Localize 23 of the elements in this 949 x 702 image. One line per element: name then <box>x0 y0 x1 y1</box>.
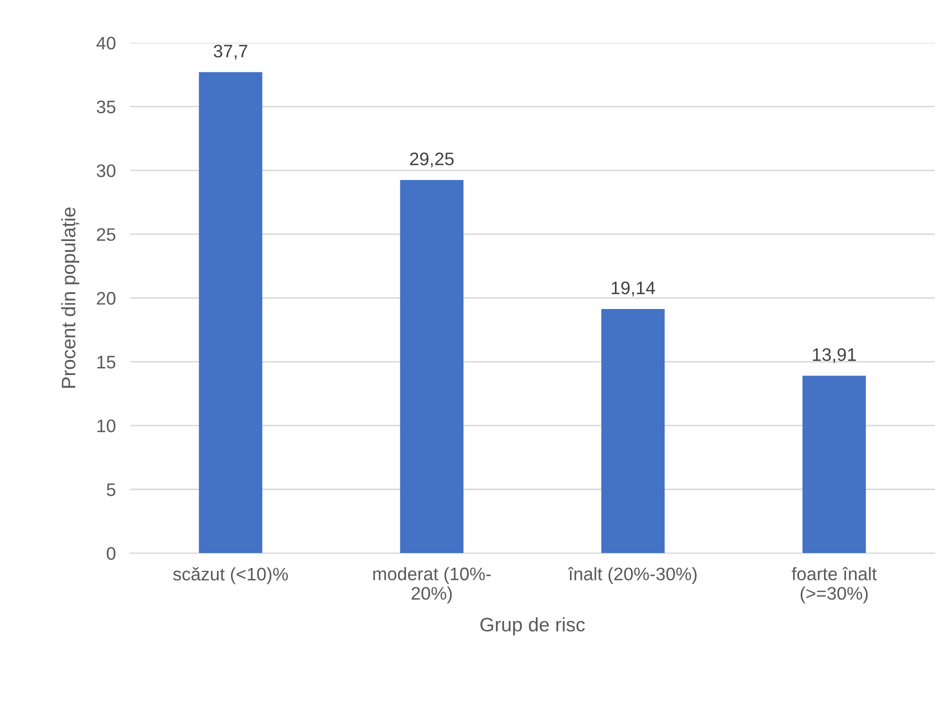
bar <box>601 308 665 554</box>
bar <box>802 376 866 554</box>
bar <box>400 180 464 554</box>
x-tick-label: moderat (10%- 20%) <box>373 567 491 604</box>
y-tick-label: 35 <box>96 100 116 114</box>
y-tick-label: 40 <box>96 36 116 50</box>
y-tick-label: 10 <box>97 420 116 432</box>
x-axis-title: Grup de risc <box>480 617 585 636</box>
y-tick-label: 30 <box>96 164 116 178</box>
y-axis-title: Procent din populație <box>61 208 80 388</box>
data-label: 37,7 <box>214 44 248 60</box>
x-tick-label: înalt (20%-30%) <box>568 567 697 584</box>
y-tick-label: 5 <box>106 484 116 496</box>
x-tick-label: foarte înalt (>=30%) <box>792 567 877 604</box>
y-tick-label: 20 <box>96 292 116 305</box>
data-label: 29,25 <box>410 152 454 168</box>
data-label: 19,14 <box>612 282 656 296</box>
y-tick-label: 25 <box>96 228 116 241</box>
data-label: 13,91 <box>812 348 856 364</box>
y-tick-label: 0 <box>106 547 116 560</box>
bar <box>198 72 262 554</box>
y-tick-label: 15 <box>97 356 116 369</box>
x-tick-label: scăzut (<10)% <box>173 567 288 584</box>
